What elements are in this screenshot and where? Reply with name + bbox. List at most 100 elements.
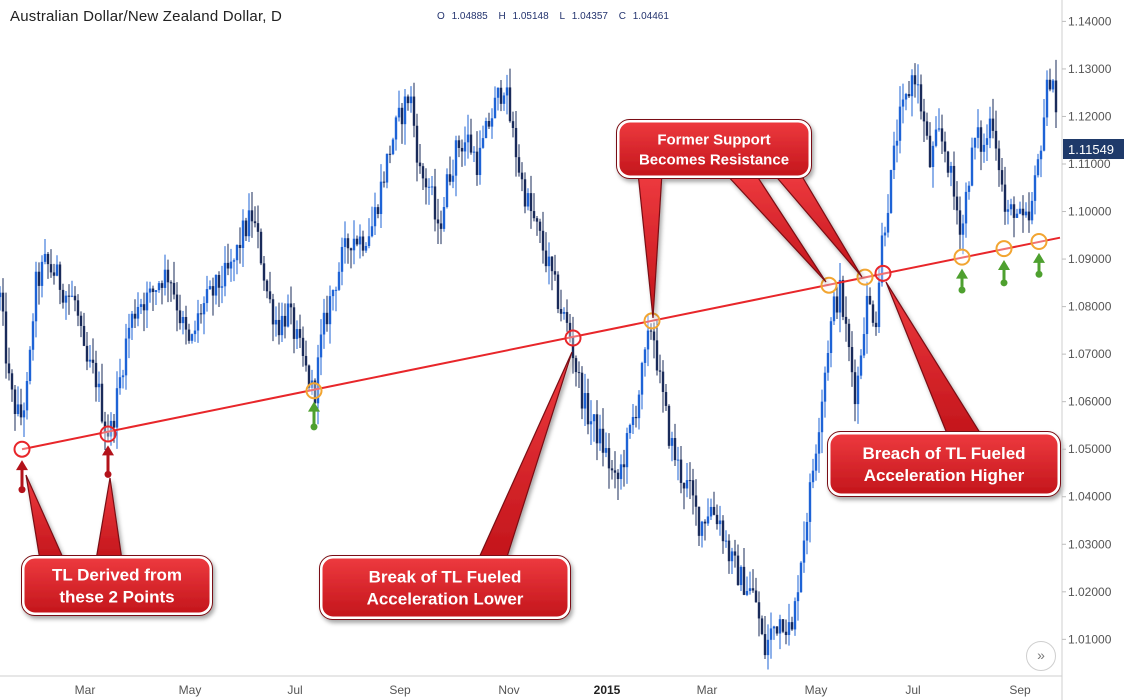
candle-body [574,358,578,373]
candle-body [307,365,311,388]
x-tick-label: Jul [287,683,302,697]
candle-body [484,121,488,139]
candle-body [952,165,956,197]
candle-body [655,340,659,371]
candle-body [622,464,626,468]
candle-body [553,271,557,275]
candle-body [112,420,116,428]
x-tick-label: Sep [1009,683,1031,697]
candle-body [958,210,962,235]
candle-body [436,219,440,224]
candle-body [136,306,140,319]
candle-body [403,96,407,125]
candle-body [433,186,437,220]
scroll-to-latest-button[interactable]: » [1026,641,1056,671]
candle-body [73,295,77,301]
candle-body [211,286,215,296]
green-up-arrow [308,401,320,431]
candle-body [178,310,182,324]
candle-body [541,230,545,251]
green-up-arrow [998,260,1010,287]
x-tick-label: 2015 [594,683,621,697]
candle-body [313,380,317,404]
candle-body [670,438,674,446]
candle-body [556,274,560,309]
callout-box [827,431,1061,497]
x-tick-label: Sep [389,683,411,697]
candle-body [22,410,26,418]
candle-body [343,238,347,247]
y-tick-label: 1.11000 [1068,157,1111,171]
candle-body [562,312,566,314]
candle-body [970,147,974,186]
candle-body [691,480,695,496]
arrow-tail-dot [310,423,318,431]
candle-body [13,389,17,415]
trendline-touch-circle-red [564,329,582,347]
candle-body [466,134,470,143]
candle-body [7,363,11,374]
candle-body [160,283,164,288]
y-tick-label: 1.01000 [1068,632,1112,646]
trendline-touch-circle-orange [305,382,323,400]
candle-body [631,416,635,425]
callout-former-support: Former Support Becomes Resistance [616,119,863,319]
x-tick-label: Nov [498,683,519,697]
candle-body [799,562,803,593]
candle-body [1018,208,1022,214]
candle-body [652,331,656,341]
candle-body [736,555,740,586]
candle-body [817,432,821,454]
candle-body [703,521,707,524]
trendline-touch-circle-red [99,425,117,443]
candle-body [355,238,359,245]
y-tick-label: 1.08000 [1068,300,1112,314]
arrow-tail-dot [1000,279,1008,287]
candle-body [25,380,29,411]
candle-body [226,262,230,269]
callout-pointer [637,172,663,319]
candle-body [40,261,44,286]
arrow-tail-dot [18,486,26,494]
candle-body [346,238,350,249]
candle-body [757,602,761,619]
candle-body [97,383,101,388]
candle-body [202,303,206,315]
callout-pointer [95,477,123,561]
red-up-arrow [16,460,28,494]
candle-body [475,151,479,175]
candle-body [616,472,620,480]
candle-body [604,448,608,453]
y-tick-label: 1.05000 [1068,442,1112,456]
candle-body [904,94,908,100]
candle-body [760,618,764,635]
candle-body [544,250,548,267]
candle-body [196,313,200,331]
candle-body [199,313,203,315]
candle-body [373,207,377,227]
candle-body [694,495,698,507]
candle-body [883,232,887,236]
candle-body [868,295,872,305]
candle-body [550,256,554,272]
candle-body [361,236,365,251]
candle-body [982,144,986,152]
ohlc-open: O 1.04885 [437,11,488,22]
callout-pointer [885,281,984,437]
candle-body [640,362,644,395]
candle-body [46,253,50,265]
candle-body [877,282,881,328]
candle-body [715,514,719,525]
candle-body [325,312,329,325]
candle-body [535,218,539,222]
callout-box [21,555,213,616]
green-up-arrow [956,268,968,294]
x-tick-label: May [179,683,202,697]
callout-text: Former Support [657,131,770,148]
candle-body [745,590,749,595]
y-tick-label: 1.13000 [1068,62,1112,76]
candle-body [1015,213,1019,218]
ohlc-close: C 1.04461 [618,11,669,22]
candle-body [478,147,482,175]
